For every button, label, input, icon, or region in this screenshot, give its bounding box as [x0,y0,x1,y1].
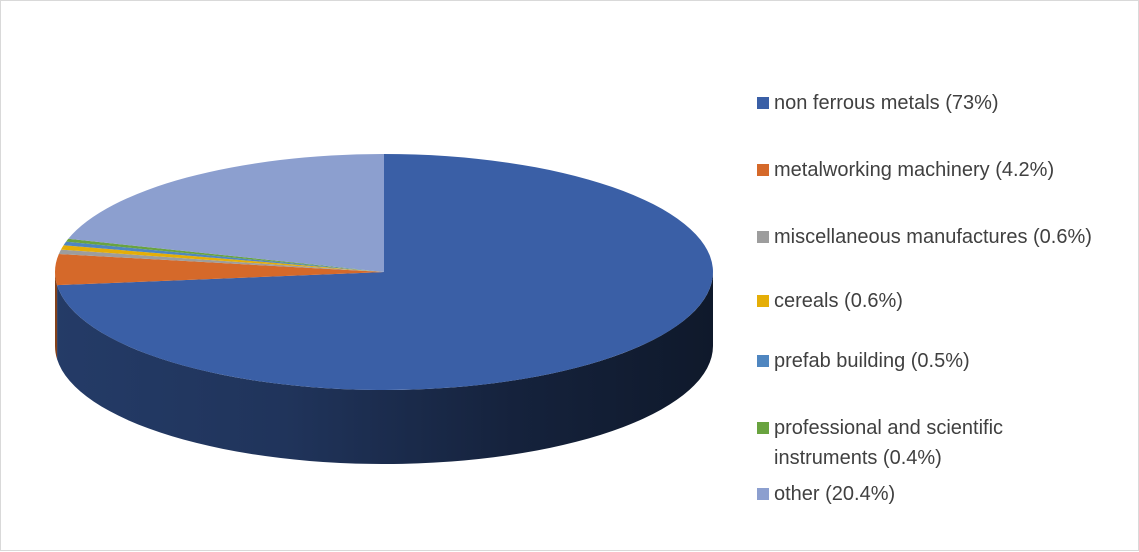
legend-swatch [757,97,769,109]
pie-chart [55,154,714,464]
pie-slice-prefab-building [63,241,384,272]
legend-label: prefab building (0.5%) [774,350,970,372]
pie-slice-non-ferrous-metals [57,154,714,390]
legend-label: miscellaneous manufactures (0.6%) [774,226,1092,248]
legend-item-miscellaneous-manufactures: miscellaneous manufactures (0.6%) [757,222,1092,252]
legend-swatch [757,422,769,434]
legend-item-prefab-building: prefab building (0.5%) [757,346,970,376]
legend-item-metalworking-machinery: metalworking machinery (4.2%) [757,155,1054,185]
legend-swatch [757,295,769,307]
pie-slice-cereals [60,245,385,272]
pie-slice-professional-and-scientific-instruments [66,238,385,272]
legend-label: non ferrous metals (73%) [774,92,999,114]
legend-label: professional and scientific instruments … [774,417,1004,469]
legend-swatch [757,231,769,243]
chart-legend: non ferrous metals (73%) metalworking mac… [757,1,1137,552]
legend-swatch [757,488,769,500]
legend-label: other (20.4%) [774,483,896,505]
pie-slice-miscellaneous-manufactures [58,249,385,272]
pie-slice-metalworking-machinery [55,254,385,286]
legend-label: cereals (0.6%) [774,290,903,312]
pie-slice-other [68,154,384,272]
pie-side-metalworking-machinery [55,272,58,360]
legend-item-non-ferrous-metals: non ferrous metals (73%) [757,88,999,118]
legend-swatch [757,355,769,367]
legend-swatch [757,164,769,176]
legend-label: metalworking machinery (4.2%) [774,159,1055,181]
legend-item-cereals: cereals (0.6%) [757,286,903,316]
pie-side-non-ferrous-metals [57,272,713,464]
legend-item-professional-and-scientific-instruments: professional and scientific instruments … [757,413,1109,473]
legend-item-other: other (20.4%) [757,479,895,509]
